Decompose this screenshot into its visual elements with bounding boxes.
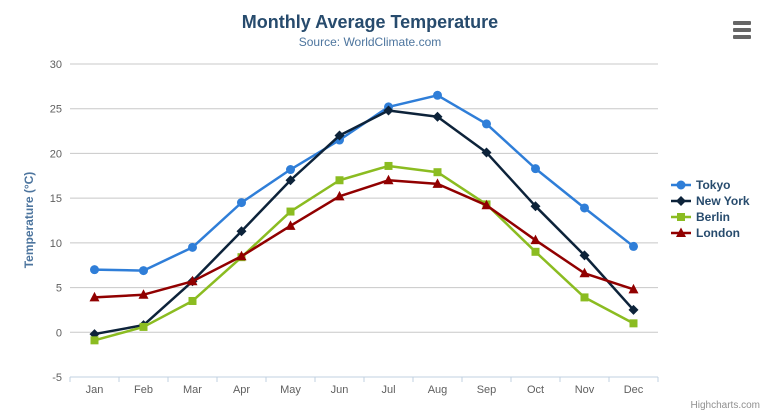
y-axis-tick-label: 0 <box>56 327 62 339</box>
legend-label: New York <box>696 194 750 208</box>
hamburger-icon <box>733 21 751 25</box>
hamburger-icon <box>733 35 751 39</box>
chart-subtitle: Source: WorldClimate.com <box>298 35 442 49</box>
x-axis-tick-label: Sep <box>477 384 497 396</box>
y-axis-title: Temperature (°C) <box>22 171 36 269</box>
x-axis-tick-label: Jan <box>86 384 104 396</box>
legend-item-berlin[interactable]: Berlin <box>671 209 750 225</box>
x-axis-tick-label: Apr <box>233 384 250 396</box>
x-axis-tick-label: Jul <box>381 384 395 396</box>
legend-label: Berlin <box>696 210 731 224</box>
x-axis-tick-label: Jun <box>331 384 349 396</box>
x-axis-tick-label: Dec <box>624 384 644 396</box>
y-axis-tick-label: 30 <box>50 59 62 71</box>
x-axis-tick-label: Feb <box>134 384 153 396</box>
credits-link[interactable]: Highcharts.com <box>690 400 760 411</box>
legend-label: London <box>696 226 740 240</box>
y-axis-tick-label: -5 <box>52 372 62 384</box>
legend-label: Tokyo <box>696 178 731 192</box>
y-axis-tick-label: 20 <box>50 148 62 160</box>
export-menu-button[interactable] <box>733 21 751 39</box>
legend-item-tokyo[interactable]: Tokyo <box>671 177 750 193</box>
legend-item-london[interactable]: London <box>671 225 750 241</box>
y-axis-tick-label: 25 <box>50 104 62 116</box>
legend-marker-berlin <box>671 213 691 221</box>
y-axis-tick-label: 10 <box>50 238 62 250</box>
y-axis-tick-label: 15 <box>50 193 62 205</box>
y-axis-tick-label: 5 <box>56 283 62 295</box>
x-axis-tick-label: Aug <box>428 384 448 396</box>
series-london[interactable] <box>89 174 639 302</box>
legend-marker-tokyo <box>671 180 691 190</box>
x-axis-tick-label: Oct <box>527 384 544 396</box>
x-axis-tick-label: Mar <box>183 384 202 396</box>
legend-marker-london <box>671 227 691 237</box>
legend: Tokyo New York Berlin London <box>671 177 750 241</box>
x-axis-tick-label: Nov <box>575 384 595 396</box>
series-new-york[interactable] <box>89 105 639 340</box>
chart-title: Monthly Average Temperature <box>241 12 499 32</box>
legend-marker-new-york <box>671 196 691 206</box>
hamburger-icon <box>733 28 751 32</box>
series-tokyo[interactable] <box>90 90 638 276</box>
x-axis-tick-label: May <box>280 384 301 396</box>
legend-item-new-york[interactable]: New York <box>671 193 750 209</box>
